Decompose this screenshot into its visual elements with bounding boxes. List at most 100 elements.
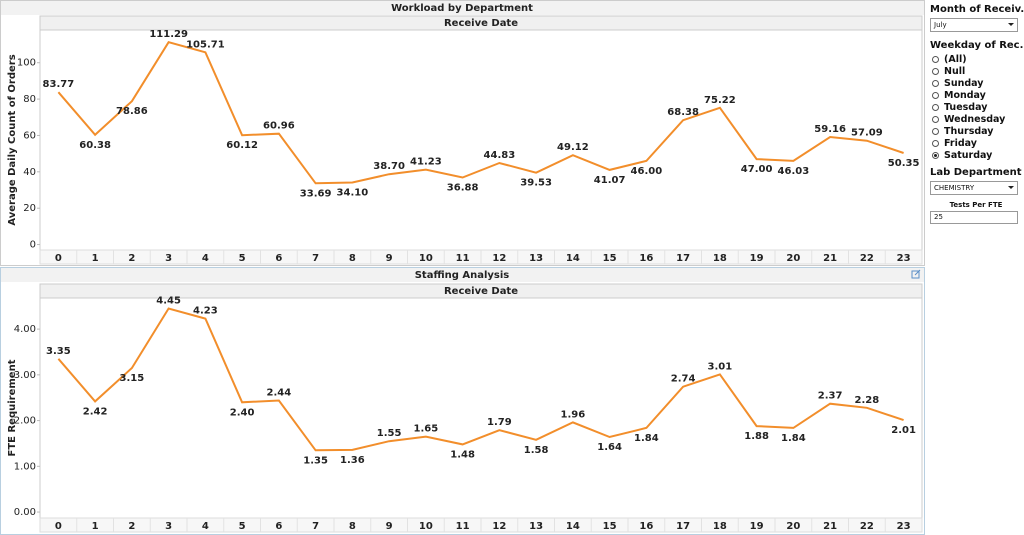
data-label: 41.07: [594, 175, 626, 186]
data-label: 59.16: [814, 124, 846, 135]
data-label: 78.86: [116, 106, 148, 117]
filter-panel: Month of Receiv.. July Weekday of Rec.. …: [928, 0, 1024, 535]
x-tick-label: 0: [55, 521, 62, 532]
x-header: Receive Date: [444, 286, 518, 297]
radio-button[interactable]: [932, 152, 939, 159]
data-label: 1.65: [414, 424, 439, 435]
data-label: 2.37: [818, 391, 843, 402]
data-label: 34.10: [337, 188, 369, 199]
weekday-option[interactable]: Saturday: [932, 150, 1024, 161]
data-label: 2.74: [671, 374, 696, 385]
x-tick-label: 9: [386, 253, 393, 264]
department-dropdown[interactable]: CHEMISTRY: [930, 181, 1018, 195]
popout-icon: [914, 269, 921, 276]
y-tick-label: 60: [23, 130, 36, 141]
x-tick-label: 3: [165, 253, 172, 264]
option-label: Tuesday: [944, 102, 988, 113]
data-label: 39.53: [520, 178, 552, 189]
x-tick-label: 15: [603, 521, 617, 532]
y-axis-title: Average Daily Count of Orders: [7, 54, 18, 225]
radio-button[interactable]: [932, 104, 939, 111]
x-tick-label: 4: [202, 521, 209, 532]
tests-per-fte-input[interactable]: 25: [930, 211, 1018, 224]
data-label: 2.42: [83, 406, 108, 417]
data-label: 3.15: [120, 373, 145, 384]
data-label: 2.40: [230, 407, 255, 418]
x-tick-label: 1: [92, 521, 99, 532]
y-tick-label: 100: [17, 58, 36, 69]
title-bar: [1, 1, 924, 15]
x-tick-label: 19: [750, 521, 764, 532]
x-tick-label: 12: [492, 521, 506, 532]
x-tick-label: 13: [529, 521, 543, 532]
charts: Workload by Department Receive Date Averag…: [0, 0, 925, 535]
x-tick-label: 9: [386, 521, 393, 532]
radio-button[interactable]: [932, 80, 939, 87]
x-tick-label: 17: [676, 521, 690, 532]
weekday-option[interactable]: Sunday: [932, 78, 1024, 89]
data-label: 1.48: [450, 449, 475, 460]
title-bar: [1, 268, 924, 282]
data-label: 3.35: [46, 346, 71, 357]
x-tick-label: 10: [419, 521, 433, 532]
x-tick-label: 13: [529, 253, 543, 264]
month-dropdown[interactable]: July: [930, 18, 1018, 32]
data-label: 38.70: [373, 161, 405, 172]
x-tick-label: 6: [275, 521, 282, 532]
x-tick-label: 21: [823, 253, 837, 264]
filter-title: Month of Receiv..: [930, 4, 1024, 15]
y-tick-label: 1.00: [14, 461, 36, 472]
weekday-option[interactable]: Null: [932, 66, 1024, 77]
data-label: 1.35: [303, 455, 328, 466]
plot-area: [39, 29, 923, 251]
data-label: 1.84: [634, 433, 659, 444]
data-label: 4.45: [156, 296, 181, 307]
data-label: 50.35: [888, 158, 920, 169]
radio-button[interactable]: [932, 140, 939, 147]
x-tick-label: 20: [786, 253, 800, 264]
data-label: 1.58: [524, 445, 549, 456]
x-tick-label: 14: [566, 253, 580, 264]
radio-button[interactable]: [932, 56, 939, 63]
radio-button[interactable]: [932, 128, 939, 135]
data-label: 44.83: [484, 150, 516, 161]
radio-button[interactable]: [932, 68, 939, 75]
weekday-option[interactable]: Thursday: [932, 126, 1024, 137]
x-tick-label: 7: [312, 253, 319, 264]
x-tick-label: 4: [202, 253, 209, 264]
weekday-option[interactable]: Tuesday: [932, 102, 1024, 113]
x-tick-label: 6: [275, 253, 282, 264]
x-tick-label: 7: [312, 521, 319, 532]
radio-button[interactable]: [932, 92, 939, 99]
y-axis-title: FTE Requirement: [7, 359, 18, 456]
x-tick-label: 2: [128, 521, 135, 532]
weekday-option[interactable]: Wednesday: [932, 114, 1024, 125]
x-tick-label: 20: [786, 521, 800, 532]
data-label: 1.96: [561, 409, 586, 420]
x-tick-label: 23: [897, 521, 911, 532]
x-tick-label: 18: [713, 521, 727, 532]
option-label: Friday: [944, 138, 977, 149]
data-label: 83.77: [43, 79, 75, 90]
radio-button[interactable]: [932, 116, 939, 123]
weekday-options: (All) Null Sunday Monday Tuesday Wednesday Thu…: [928, 54, 1024, 161]
weekday-option[interactable]: Friday: [932, 138, 1024, 149]
x-tick-label: 11: [456, 521, 470, 532]
option-label: Null: [944, 66, 966, 77]
x-tick-label: 16: [639, 253, 653, 264]
weekday-option[interactable]: (All): [932, 54, 1024, 65]
data-label: 68.38: [667, 107, 699, 118]
option-label: Monday: [944, 90, 986, 101]
data-label: 49.12: [557, 142, 589, 153]
data-label: 41.23: [410, 157, 442, 168]
data-label: 60.96: [263, 121, 295, 132]
data-label: 4.23: [193, 306, 218, 317]
data-line: [57, 307, 904, 452]
data-label: 1.88: [744, 431, 769, 442]
x-tick-label: 17: [676, 253, 690, 264]
weekday-option[interactable]: Monday: [932, 90, 1024, 101]
x-tick-label: 21: [823, 521, 837, 532]
x-tick-label: 14: [566, 521, 580, 532]
x-tick-label: 2: [128, 253, 135, 264]
